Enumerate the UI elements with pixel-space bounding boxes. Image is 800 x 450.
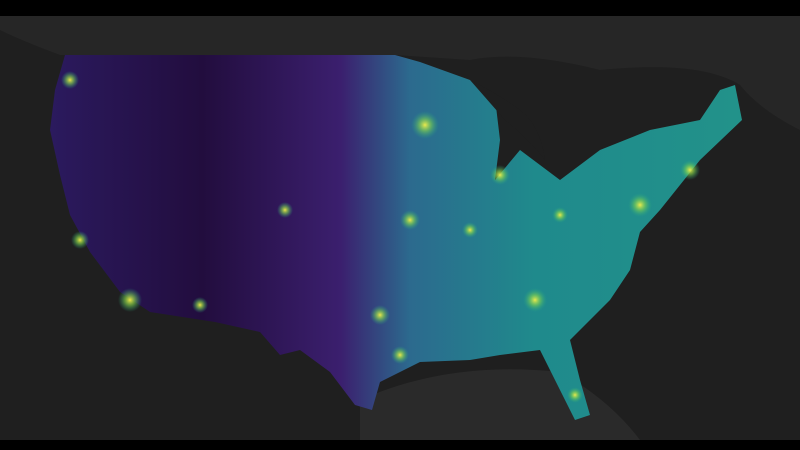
glow xyxy=(277,202,293,218)
glow xyxy=(118,288,142,312)
glow xyxy=(192,297,208,313)
glow xyxy=(462,222,478,238)
glow xyxy=(400,210,420,230)
glow xyxy=(391,346,409,364)
canada xyxy=(0,16,800,130)
great-lakes xyxy=(470,80,545,160)
glow xyxy=(523,288,547,312)
glow xyxy=(680,160,700,180)
glow xyxy=(552,207,568,223)
glow xyxy=(490,165,510,185)
glow xyxy=(567,387,583,403)
glow xyxy=(71,231,89,249)
letterbox xyxy=(0,440,800,450)
glow xyxy=(628,193,652,217)
city-glows xyxy=(61,71,700,403)
density-layer xyxy=(50,55,742,420)
glow xyxy=(370,305,390,325)
glow xyxy=(411,111,439,139)
glow xyxy=(61,71,79,89)
